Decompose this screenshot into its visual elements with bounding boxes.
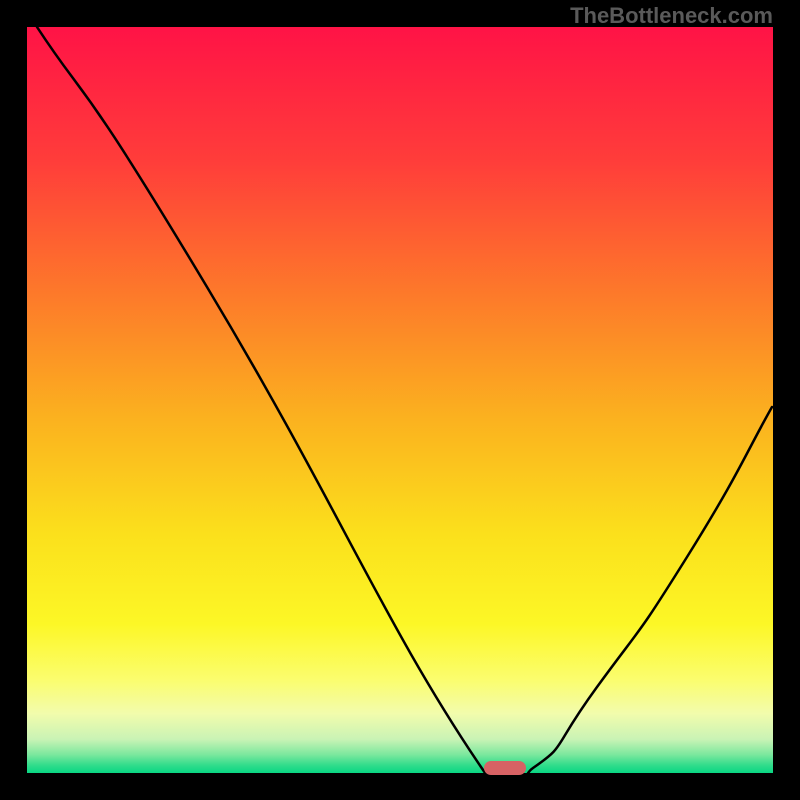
- chart-svg: [27, 27, 773, 773]
- bottleneck-curve: [37, 27, 772, 773]
- min-marker: [484, 761, 526, 775]
- chart-container: TheBottleneck.com: [0, 0, 800, 800]
- plot-area: [27, 27, 773, 773]
- watermark: TheBottleneck.com: [570, 3, 773, 29]
